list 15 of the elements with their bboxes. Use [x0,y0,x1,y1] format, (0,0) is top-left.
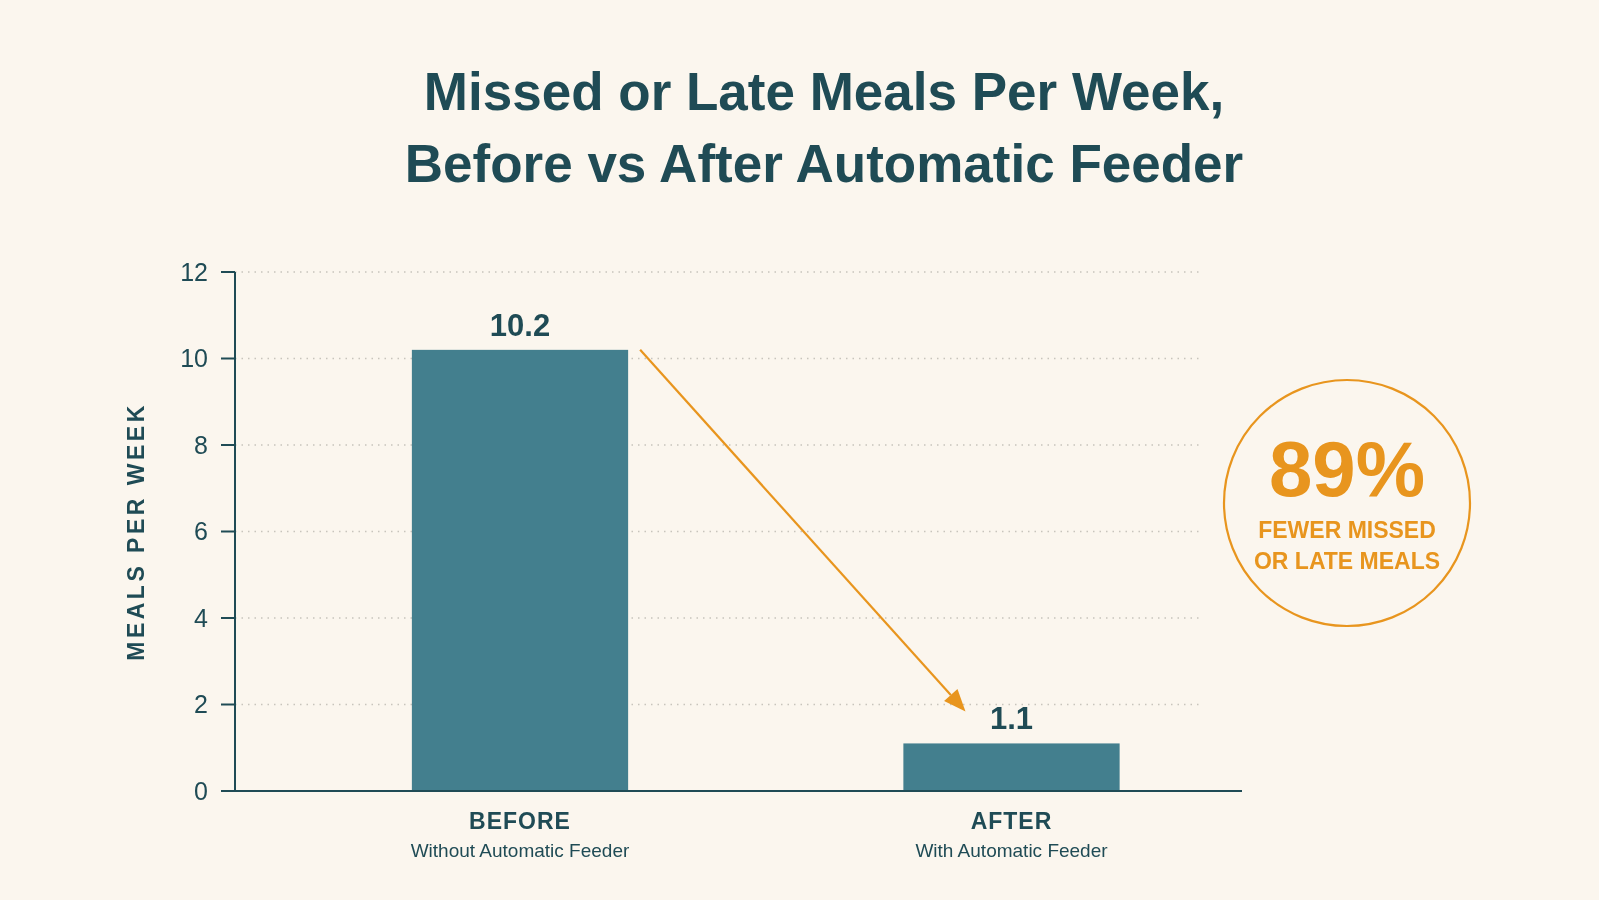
data-label: 10.2 [489,307,551,343]
y-axis-title: MEALS PER WEEK [123,402,149,661]
y-tick-label: 2 [194,690,208,719]
y-tick-label: 10 [180,344,208,373]
text: FEWER MISSED OR LATE MEALS [1253,517,1441,574]
x-tick-label: AFTER With Automatic Feeder [915,808,1109,861]
text: 89% [1268,425,1426,513]
y-tick-label: 8 [194,430,208,459]
chart-title: Missed or Late Meals Per Week, Before vs After Automatic Feeder [404,62,1244,193]
y-tick-label: 0 [194,776,208,805]
y-tick-label: 4 [194,603,209,632]
y-tick-label: 6 [194,517,208,546]
data-label: 1.1 [989,701,1034,737]
y-tick-label: 12 [180,257,208,286]
x-tick-label: BEFORE Without Automatic Feeder [410,808,630,861]
